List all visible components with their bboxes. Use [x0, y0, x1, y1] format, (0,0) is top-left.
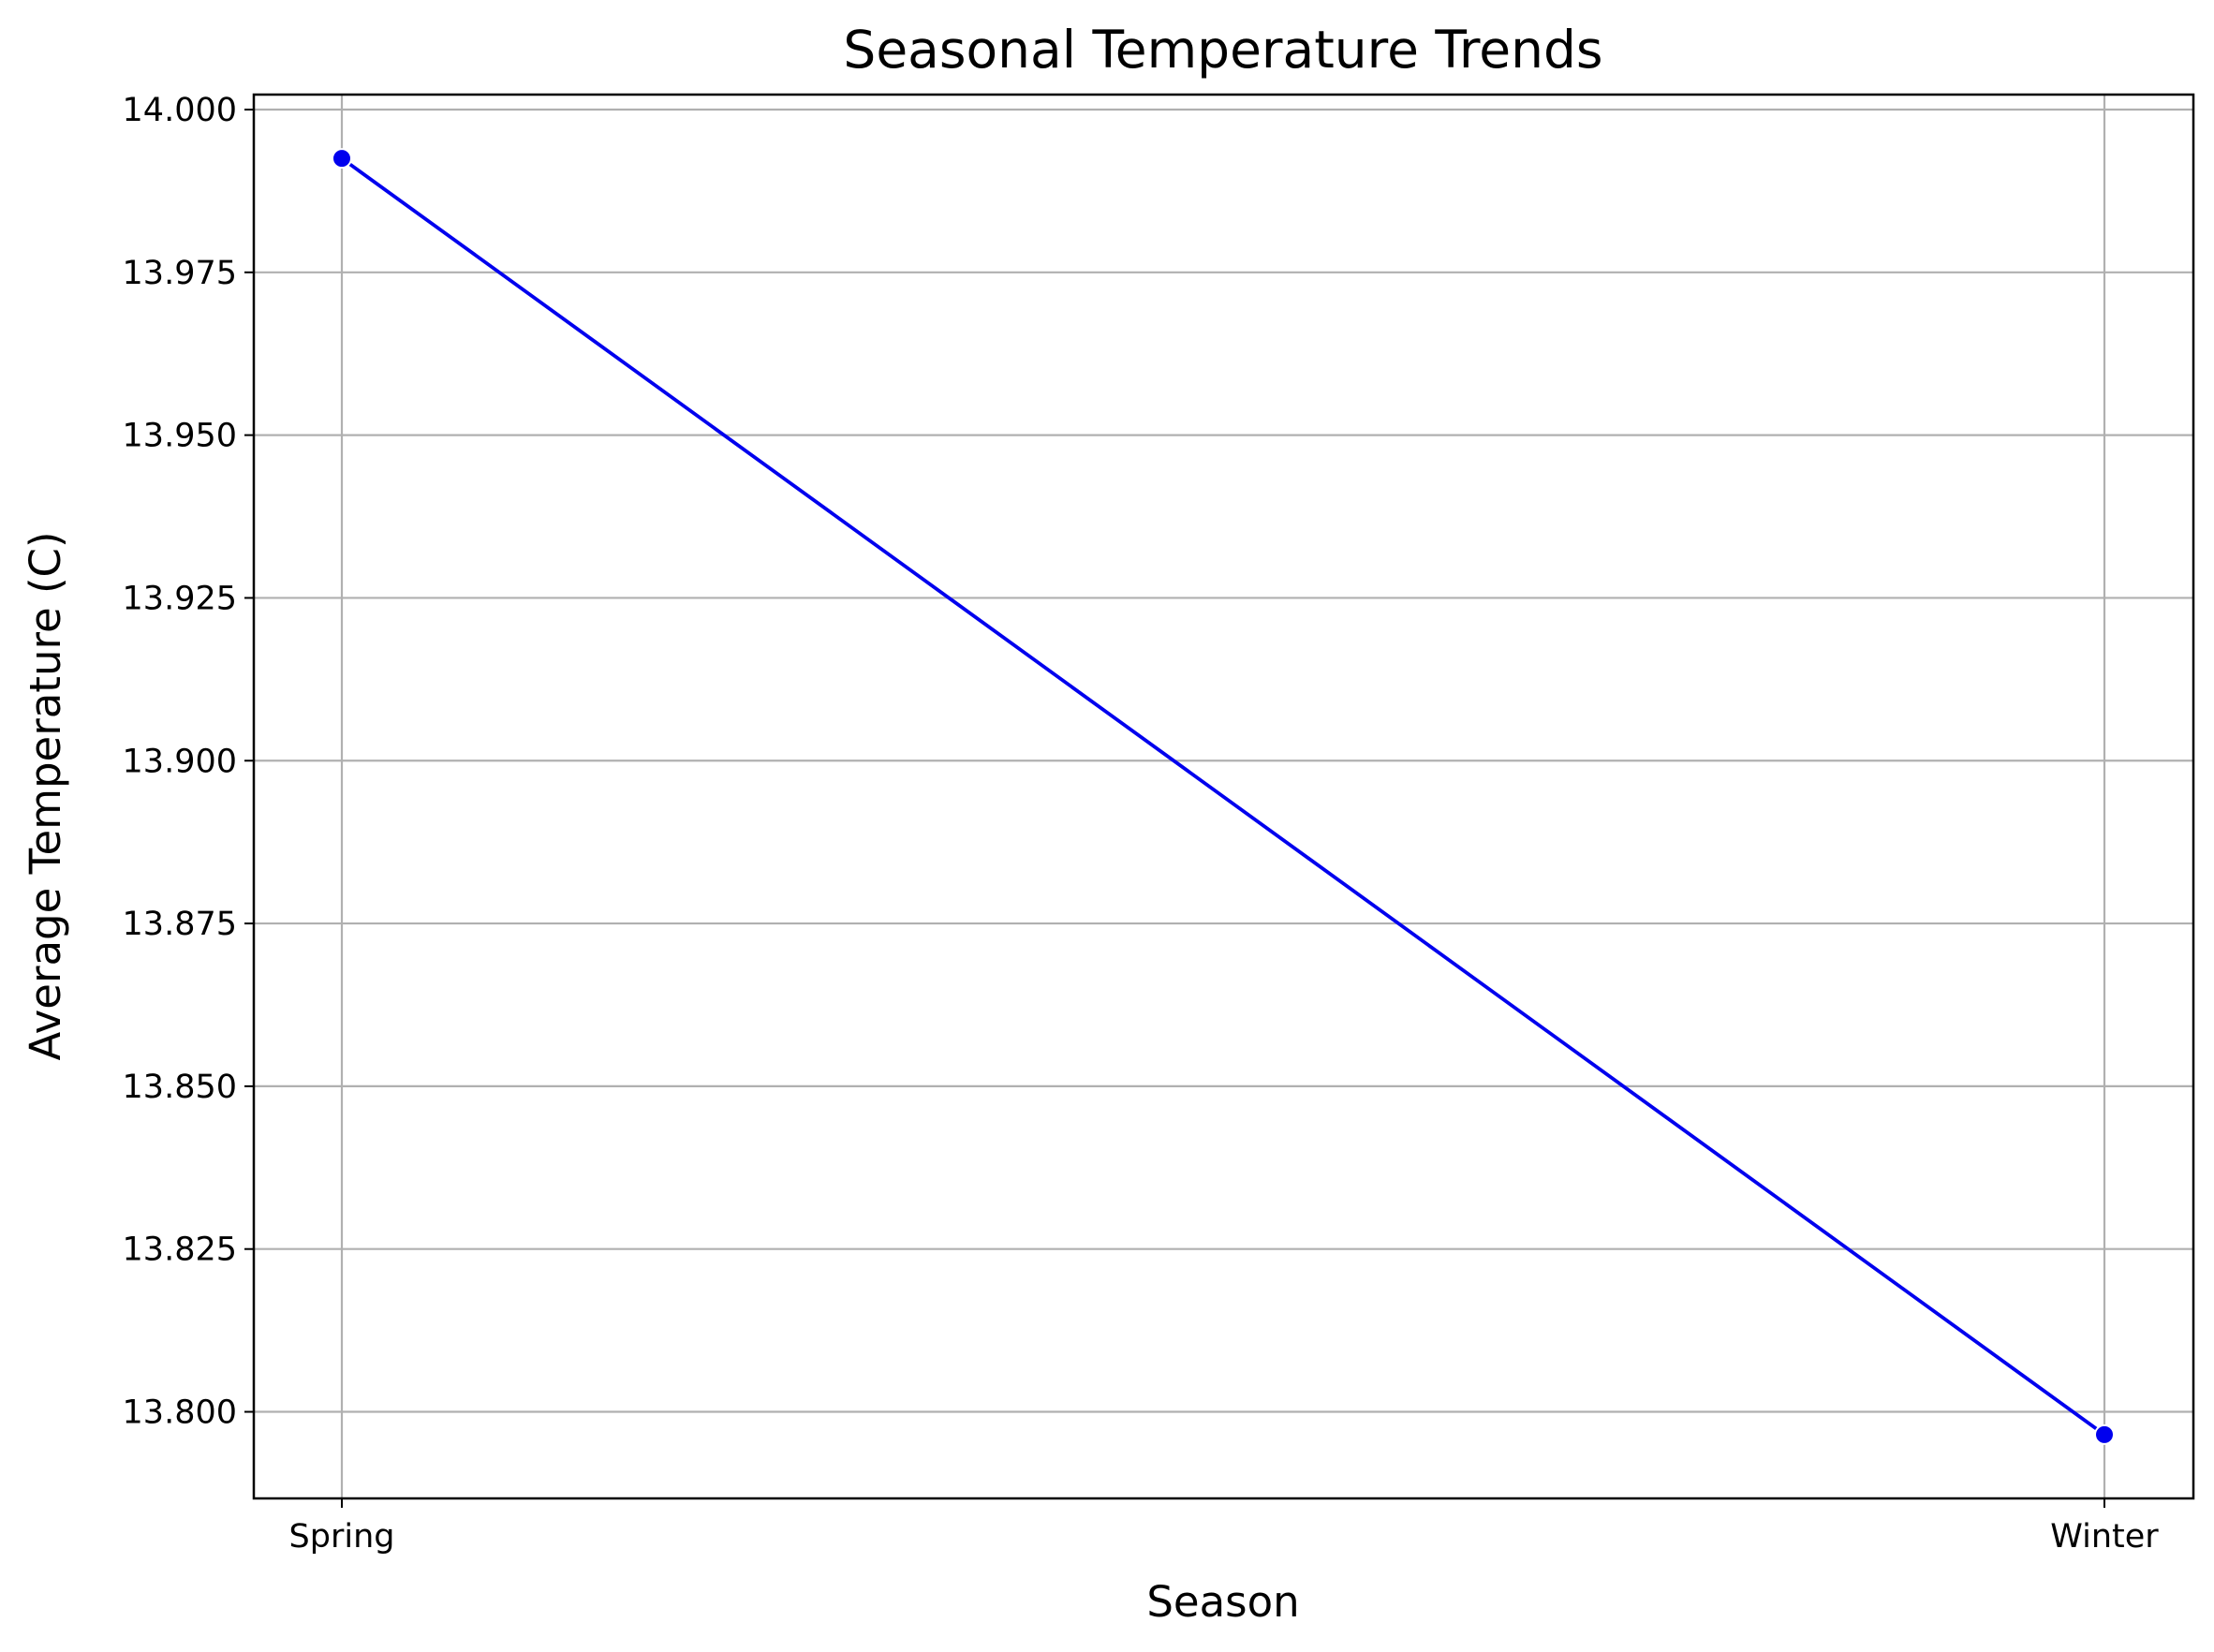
grid-lines [254, 95, 2193, 1498]
y-tick-label: 13.900 [123, 743, 237, 780]
y-tick-label: 14.000 [123, 92, 237, 129]
y-tick-label: 13.850 [123, 1069, 237, 1106]
y-tick-label: 13.875 [123, 906, 237, 943]
y-tick-label: 13.825 [123, 1232, 237, 1269]
y-axis-label: Average Temperature (C) [21, 532, 70, 1061]
plot-frame [252, 93, 2195, 1500]
series-layer [332, 148, 2115, 1445]
axes: 13.800 13.825 13.850 13.875 13.900 13.925 13.9… [123, 92, 2160, 1556]
y-tick-label: 13.800 [123, 1394, 237, 1432]
chart-title: Seasonal Temperature Trends [843, 20, 1602, 80]
series-line [340, 156, 2106, 1437]
data-point [332, 148, 352, 170]
y-tick-label: 13.925 [123, 580, 237, 617]
x-tick-label: Winter [2050, 1518, 2159, 1556]
y-tick-label: 13.950 [123, 418, 237, 455]
x-tick-label: Spring [289, 1518, 395, 1556]
y-tick-label: 13.975 [123, 255, 237, 292]
x-axis-label: Season [1146, 1577, 1299, 1627]
data-point [2094, 1423, 2115, 1445]
